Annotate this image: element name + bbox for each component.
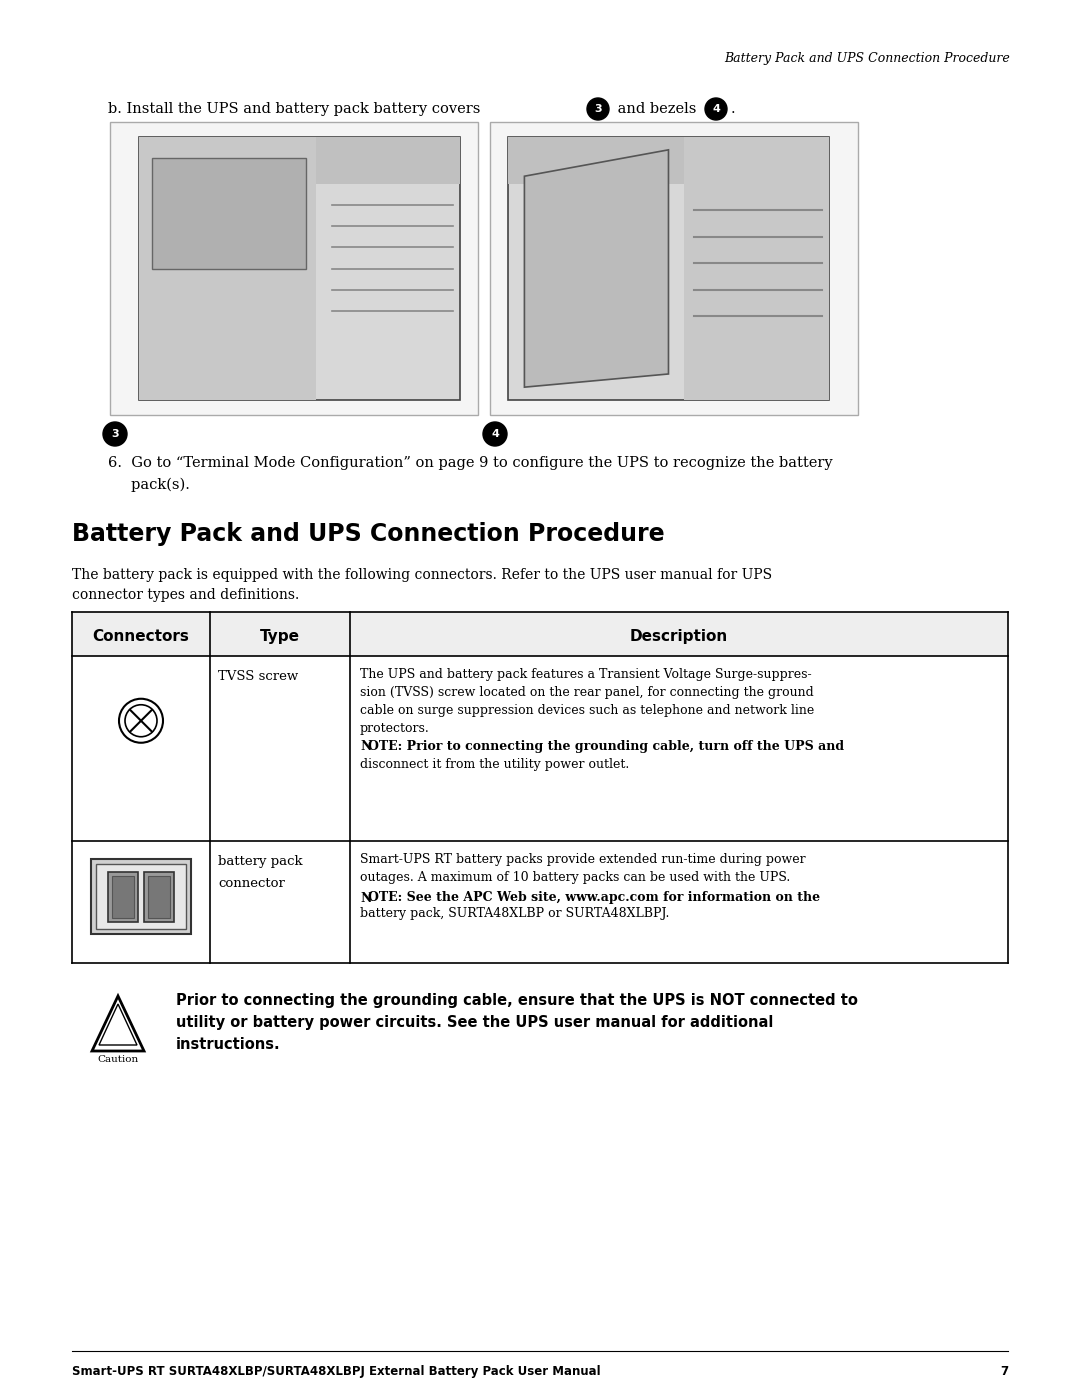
Text: connector types and definitions.: connector types and definitions. [72,589,299,602]
Text: Battery Pack and UPS Connection Procedure: Battery Pack and UPS Connection Procedur… [72,522,664,545]
Bar [112,876,134,919]
Text: Battery Pack and UPS Connection Procedure: Battery Pack and UPS Connection Procedur… [725,51,1010,65]
Bar [509,136,828,400]
Bar [490,122,858,415]
Text: outages. A maximum of 10 battery packs can be used with the UPS.: outages. A maximum of 10 battery packs c… [360,872,791,884]
Text: Description: Description [630,629,728,644]
Text: and bezels: and bezels [613,101,697,117]
Text: OTE: Prior to connecting the grounding cable, turn off the UPS and: OTE: Prior to connecting the grounding c… [368,740,845,754]
Text: Smart-UPS RT SURTA48XLBP/SURTA48XLBPJ External Battery Pack User Manual: Smart-UPS RT SURTA48XLBP/SURTA48XLBPJ Ex… [72,1364,600,1378]
Polygon shape [525,150,669,387]
Text: Caution: Caution [97,1055,138,1065]
Text: The UPS and battery pack features a Transient Voltage Surge-suppres-: The UPS and battery pack features a Tran… [360,668,812,682]
Text: instructions.: instructions. [176,1037,281,1052]
Text: 4: 4 [712,104,720,114]
Text: connector: connector [218,877,285,890]
Text: pack(s).: pack(s). [108,477,190,493]
Circle shape [103,422,127,446]
Bar [108,872,138,922]
Bar [148,876,170,919]
Text: Smart-UPS RT battery packs provide extended run-time during power: Smart-UPS RT battery packs provide exten… [360,854,806,866]
Bar [685,136,828,400]
Bar [139,136,460,185]
Text: .: . [731,101,735,117]
Bar [96,865,186,930]
Circle shape [125,705,157,737]
Text: 3: 3 [111,429,119,439]
Text: Type: Type [260,629,300,644]
Circle shape [705,99,727,119]
Bar [152,158,306,268]
Text: TVSS screw: TVSS screw [218,670,298,683]
Circle shape [119,698,163,743]
Bar [139,136,315,400]
Text: Connectors: Connectors [93,629,189,644]
Text: 6.  Go to “Terminal Mode Configuration” on page 9 to configure the UPS to recogn: 6. Go to “Terminal Mode Configuration” o… [108,457,833,471]
Text: b. Install the UPS and battery pack battery covers: b. Install the UPS and battery pack batt… [108,101,481,117]
Bar [91,859,191,934]
Text: N: N [360,891,372,905]
Bar [110,122,478,415]
Polygon shape [99,1004,137,1045]
Bar [72,612,1008,657]
Text: protectors.: protectors. [360,722,430,736]
Text: sion (TVSS) screw located on the rear panel, for connecting the ground: sion (TVSS) screw located on the rear pa… [360,686,813,700]
Text: 7: 7 [1000,1364,1008,1378]
Text: 3: 3 [594,104,602,114]
Text: disconnect it from the utility power outlet.: disconnect it from the utility power out… [360,758,630,770]
Circle shape [483,422,507,446]
Text: cable on surge suppression devices such as telephone and network line: cable on surge suppression devices such … [360,704,814,718]
Text: battery pack: battery pack [218,855,302,868]
Bar [509,136,828,185]
Text: N: N [360,740,372,754]
Polygon shape [92,997,144,1051]
Circle shape [588,99,609,119]
Text: Prior to connecting the grounding cable, ensure that the UPS is NOT connected to: Prior to connecting the grounding cable,… [176,992,858,1008]
Text: utility or battery power circuits. See the UPS user manual for additional: utility or battery power circuits. See t… [176,1015,773,1030]
Text: OTE: See the APC Web site, www.apc.com for information on the: OTE: See the APC Web site, www.apc.com f… [368,891,820,905]
Bar [144,872,174,922]
Text: The battery pack is equipped with the following connectors. Refer to the UPS use: The battery pack is equipped with the fo… [72,568,772,582]
Text: 4: 4 [491,429,499,439]
Bar [139,136,460,400]
Text: battery pack, SURTA48XLBP or SURTA48XLBPJ.: battery pack, SURTA48XLBP or SURTA48XLBP… [360,906,670,920]
